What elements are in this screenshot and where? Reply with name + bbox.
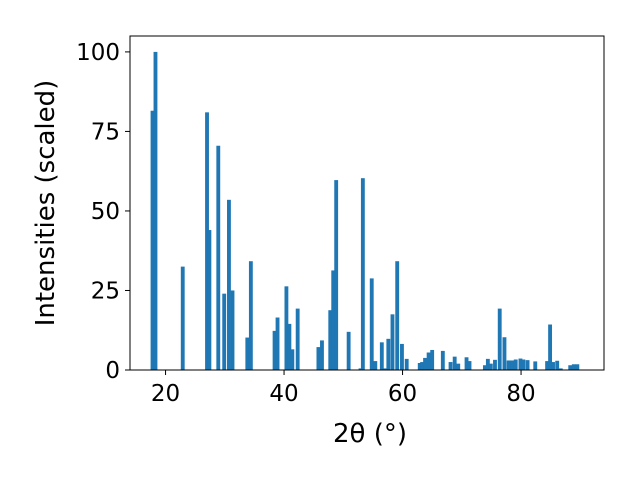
bar xyxy=(287,323,292,370)
bar xyxy=(448,362,453,370)
bar xyxy=(452,356,457,370)
y-tick-label: 100 xyxy=(76,40,120,66)
y-axis: 0 25 50 75 100 xyxy=(76,40,130,384)
bar xyxy=(571,364,576,370)
bar xyxy=(150,110,155,370)
bar xyxy=(395,261,400,370)
bar xyxy=(369,278,374,370)
x-tick-label: 40 xyxy=(269,381,298,407)
bar xyxy=(230,290,235,370)
bar xyxy=(548,324,553,370)
bar xyxy=(467,361,472,370)
bar xyxy=(497,308,502,370)
bar xyxy=(521,359,526,370)
bar xyxy=(284,286,289,370)
bar xyxy=(386,338,391,370)
bar xyxy=(272,330,277,370)
bar xyxy=(464,357,469,370)
bar xyxy=(568,365,573,370)
bar xyxy=(153,51,158,371)
bar xyxy=(328,310,333,370)
y-tick-label: 25 xyxy=(91,278,120,304)
bar xyxy=(360,178,365,370)
bar xyxy=(404,358,409,370)
bar xyxy=(430,349,435,370)
bar xyxy=(222,293,227,370)
bar xyxy=(456,363,461,370)
bar xyxy=(358,368,363,370)
bar xyxy=(575,364,580,370)
bar xyxy=(426,352,431,370)
bar xyxy=(506,360,511,370)
bar xyxy=(373,361,378,370)
bar xyxy=(510,360,515,370)
bar xyxy=(493,359,497,370)
bar xyxy=(558,368,563,370)
y-axis-label: Intensities (scaled) xyxy=(31,80,61,327)
bar xyxy=(417,363,422,370)
bar xyxy=(518,358,523,370)
bar xyxy=(423,357,427,370)
x-tick-label: 20 xyxy=(151,381,180,407)
axes-frame xyxy=(129,35,605,371)
bar xyxy=(216,145,221,370)
bar xyxy=(485,358,490,370)
bar xyxy=(488,363,493,370)
bar xyxy=(400,343,404,370)
bar xyxy=(295,308,300,370)
bar xyxy=(205,112,209,370)
bar xyxy=(383,368,388,370)
x-tick-label: 80 xyxy=(506,381,535,407)
bar xyxy=(320,340,324,370)
bar xyxy=(290,349,295,370)
bar xyxy=(346,331,351,370)
y-tick-label: 50 xyxy=(91,199,120,225)
x-axis: 20 40 60 80 xyxy=(151,370,536,407)
bar xyxy=(331,270,336,370)
bar xyxy=(551,362,555,370)
bar xyxy=(525,360,530,370)
bar xyxy=(420,362,425,370)
bar xyxy=(555,360,560,370)
bar xyxy=(545,361,550,370)
bar xyxy=(379,342,384,370)
bar xyxy=(482,365,487,370)
bar-series xyxy=(150,51,580,371)
bar xyxy=(248,261,253,370)
x-axis-label: 2θ (°) xyxy=(333,419,407,449)
bar xyxy=(502,337,507,370)
bar xyxy=(316,347,321,370)
bar xyxy=(533,361,538,370)
bar xyxy=(180,266,185,370)
y-tick-label: 0 xyxy=(105,358,120,384)
bar xyxy=(275,317,280,370)
bar xyxy=(227,199,231,370)
bar xyxy=(390,314,395,370)
y-tick-label: 75 xyxy=(91,119,120,145)
bar xyxy=(334,180,339,370)
x-tick-label: 60 xyxy=(388,381,417,407)
bar xyxy=(513,359,518,370)
bar xyxy=(440,350,445,370)
bar xyxy=(245,337,250,370)
bar xyxy=(207,230,212,370)
